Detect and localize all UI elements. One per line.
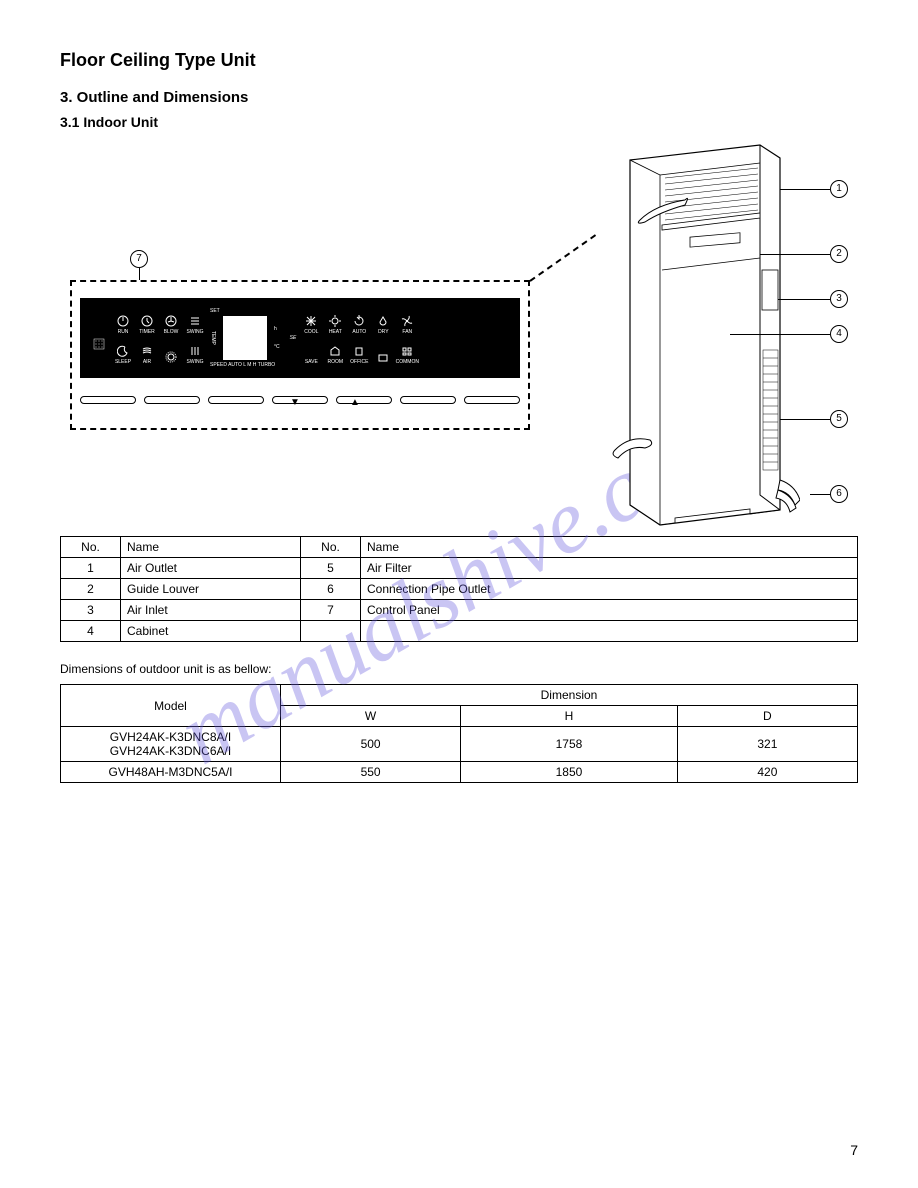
panel-button-6[interactable] — [400, 396, 456, 404]
air-icon: AIR — [138, 341, 156, 365]
control-panel-display: RUN SLEEP TIMER AIR BLOW SWING SWING SET… — [80, 298, 520, 378]
office-icon: OFFICE — [350, 341, 368, 365]
swing-icon-1: SWING — [186, 311, 204, 335]
panel-button-5[interactable] — [336, 396, 392, 404]
callout-6-line — [810, 494, 830, 495]
fan-icon: FAN — [398, 311, 416, 335]
table-row: 2 Guide Louver 6 Connection Pipe Outlet — [61, 579, 858, 600]
callout-5: 5 — [830, 410, 848, 428]
table-row: Model Dimension — [61, 685, 858, 706]
subsection-3-1: 3.1 Indoor Unit — [60, 114, 858, 130]
callout-3-line — [778, 299, 830, 300]
panel-speaker — [90, 326, 108, 350]
misc-icon — [374, 341, 392, 365]
col-d: D — [677, 706, 857, 727]
room-icon: ROOM — [326, 341, 344, 365]
ac-unit-illustration — [600, 140, 800, 530]
page-title: Floor Ceiling Type Unit — [60, 50, 858, 71]
h-label: h — [274, 326, 280, 332]
callout-1: 1 — [830, 180, 848, 198]
col-name: Name — [361, 537, 858, 558]
col-h: H — [461, 706, 678, 727]
dimension-header: Dimension — [281, 685, 858, 706]
dry-icon: DRY — [374, 311, 392, 335]
table-row: 4 Cabinet — [61, 621, 858, 642]
speed-labels: SPEED AUTO L M H TURBO — [210, 362, 275, 368]
callout-4-line — [730, 334, 830, 335]
callout-7: 7 — [130, 250, 148, 268]
dimensions-intro-text: Dimensions of outdoor unit is as bellow: — [60, 660, 858, 678]
run-icon: RUN — [114, 311, 132, 335]
callout-6: 6 — [830, 485, 848, 503]
callout-2: 2 — [830, 245, 848, 263]
col-no: No. — [61, 537, 121, 558]
diagram-area: 7 RUN SLEEP TIMER AIR BLOW SWING SWING S… — [60, 150, 850, 530]
blow-icon: BLOW — [162, 311, 180, 335]
table-row: No. Name No. Name — [61, 537, 858, 558]
cool-icon: COOL — [302, 311, 320, 335]
callout-4: 4 — [830, 325, 848, 343]
table-row: 1 Air Outlet 5 Air Filter — [61, 558, 858, 579]
callout-1-line — [780, 189, 830, 190]
set-label: SET — [210, 308, 220, 314]
swing-icon-2: SWING — [186, 341, 204, 365]
col-name: Name — [121, 537, 301, 558]
down-arrow-icon: ▼ — [290, 397, 300, 408]
col-no: No. — [301, 537, 361, 558]
auto-icon: AUTO — [350, 311, 368, 335]
panel-button-2[interactable] — [144, 396, 200, 404]
up-arrow-icon: ▲ — [350, 397, 360, 408]
panel-button-7[interactable] — [464, 396, 520, 404]
lcd-screen — [223, 316, 267, 360]
c-label: °C — [274, 344, 280, 350]
callout-2-line — [760, 254, 830, 255]
save-icon: SAVE — [302, 341, 320, 365]
panel-button-row — [80, 385, 520, 415]
panel-button-4[interactable] — [272, 396, 328, 404]
callout-5-line — [780, 419, 830, 420]
temp-label: TEMP — [210, 331, 216, 345]
dashed-leader-line — [529, 234, 596, 282]
panel-button-1[interactable] — [80, 396, 136, 404]
gear-icon — [162, 341, 180, 365]
se-label: SE — [290, 335, 297, 341]
model-header: Model — [61, 685, 281, 727]
sleep-icon: SLEEP — [114, 341, 132, 365]
table-row: GVH48AH-M3DNC5A/I 550 1850 420 — [61, 762, 858, 783]
heat-icon: HEAT — [326, 311, 344, 335]
callout-3: 3 — [830, 290, 848, 308]
panel-button-3[interactable] — [208, 396, 264, 404]
dimensions-table: Model Dimension W H D GVH24AK-K3DNC8A/I … — [60, 684, 858, 783]
section-3-header: 3. Outline and Dimensions — [60, 89, 858, 106]
table-row: 3 Air Inlet 7 Control Panel — [61, 600, 858, 621]
parts-table: No. Name No. Name 1 Air Outlet 5 Air Fil… — [60, 536, 858, 642]
callout-7-line — [139, 268, 140, 280]
timer-icon: TIMER — [138, 311, 156, 335]
common-icon: COMMON — [398, 341, 416, 365]
table-row: GVH24AK-K3DNC8A/I GVH24AK-K3DNC6A/I 500 … — [61, 727, 858, 762]
page-number: 7 — [850, 1142, 858, 1158]
col-w: W — [281, 706, 461, 727]
